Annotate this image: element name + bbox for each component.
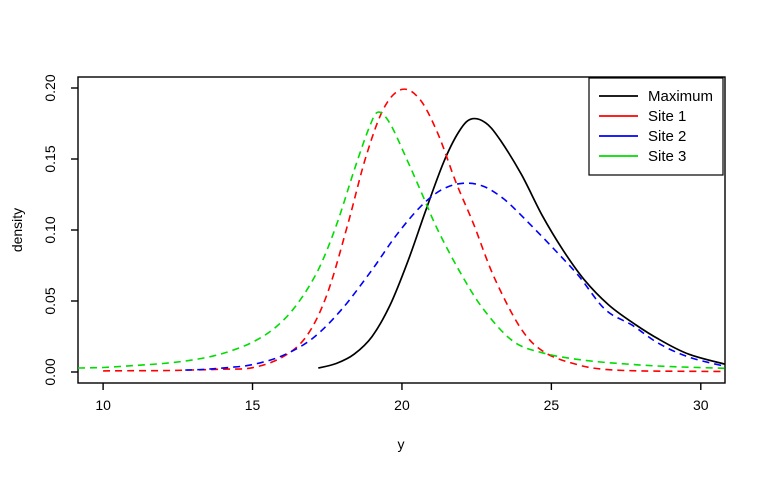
x-tick-label: 15 <box>245 397 261 413</box>
legend-label-maximum: Maximum <box>648 88 713 105</box>
axis-ticks: 10 15 20 25 30 0.00 0.05 0.10 0.15 0.20 <box>42 74 709 413</box>
density-curve-site-1 <box>103 88 725 373</box>
legend-label-site-1: Site 1 <box>648 108 686 125</box>
y-tick-label: 0.15 <box>42 145 58 172</box>
y-tick-label: 0.20 <box>42 74 58 101</box>
x-axis-title: y <box>398 436 405 452</box>
density-curve-site-2 <box>185 182 725 371</box>
density-curve-maximum <box>318 117 725 369</box>
x-tick-label: 20 <box>394 397 410 413</box>
y-axis-title: density <box>9 208 25 252</box>
density-curve-site-3 <box>78 111 725 370</box>
y-tick-label: 0.05 <box>42 287 58 314</box>
x-tick-label: 30 <box>693 397 709 413</box>
x-tick-label: 10 <box>95 397 111 413</box>
legend-box <box>588 77 724 176</box>
legend-label-site-3: Site 3 <box>648 148 686 165</box>
legend-line-samples <box>599 95 638 157</box>
y-tick-label: 0.00 <box>42 358 58 385</box>
y-tick-label: 0.10 <box>42 216 58 243</box>
plot-area <box>78 88 725 373</box>
legend: Maximum Site 1 Site 2 Site 3 <box>588 77 724 176</box>
x-tick-label: 25 <box>544 397 560 413</box>
legend-label-site-2: Site 2 <box>648 128 686 145</box>
